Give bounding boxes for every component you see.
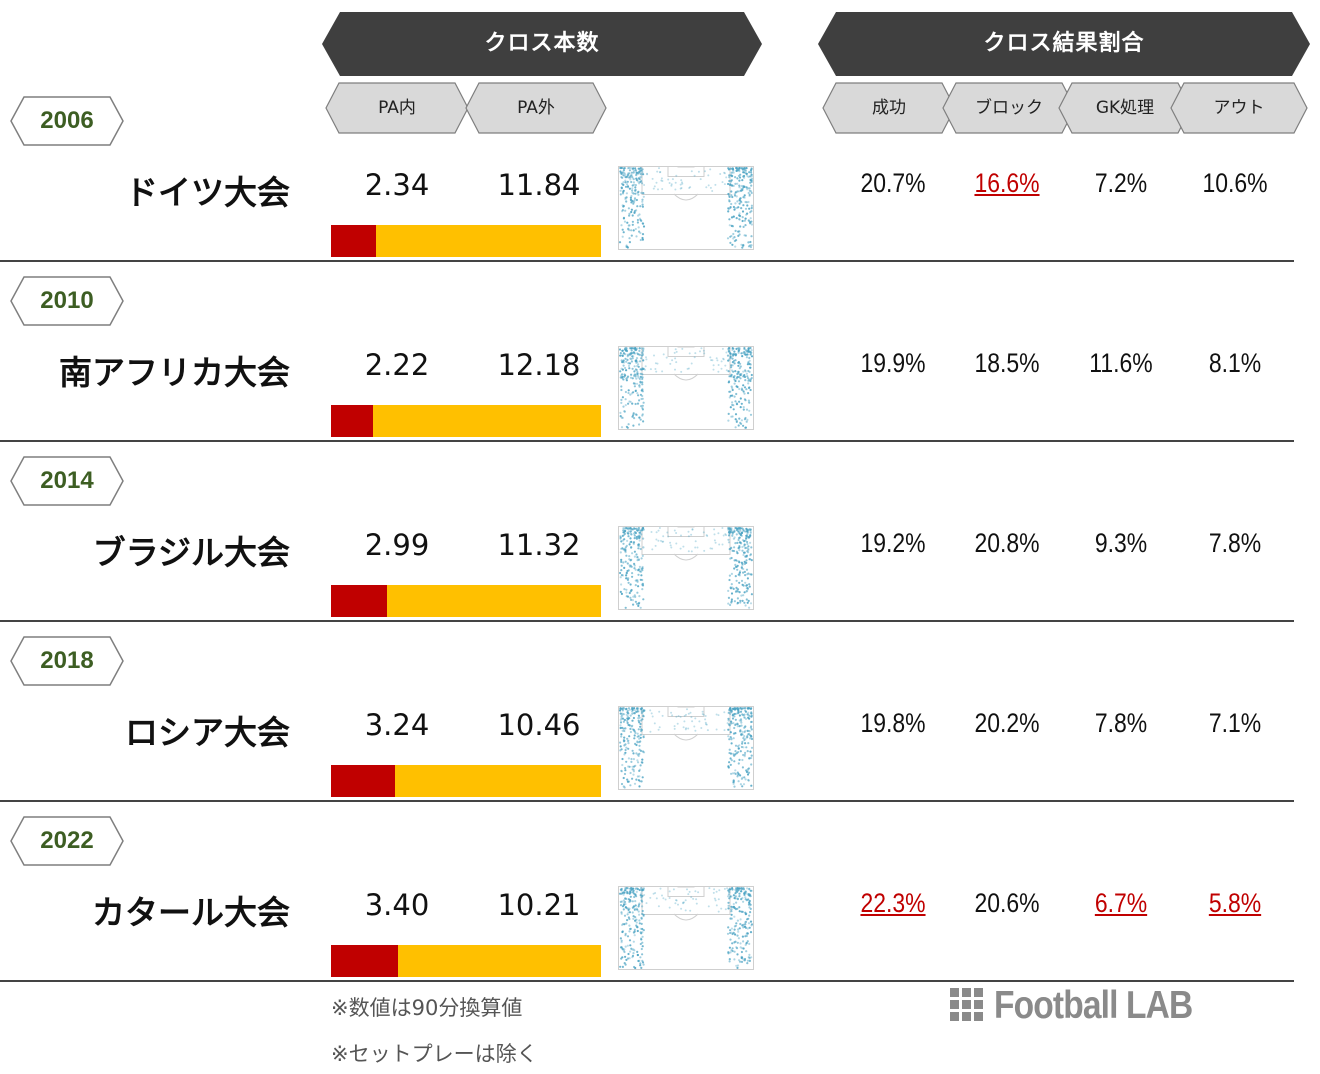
gk-percent: 9.3% — [1094, 528, 1148, 558]
gk-percent: 7.2% — [1094, 168, 1148, 198]
cross-origin-pitch — [618, 166, 754, 250]
tournament-name: カタール大会 — [92, 893, 290, 932]
note-90min: ※数値は90分換算値 — [331, 996, 523, 1020]
out-percent: 7.1% — [1208, 708, 1262, 738]
row-divider — [0, 980, 1294, 982]
cross-origin-pitch — [618, 346, 754, 430]
success-percent: 19.2% — [860, 528, 926, 558]
pa-out-value: 10.21 — [497, 888, 581, 922]
year-tag: 2018 — [10, 636, 124, 686]
pa-in-value: 2.34 — [364, 168, 430, 202]
pa-out-header: PA外 — [465, 82, 607, 134]
gk-percent: 6.7% — [1094, 888, 1148, 918]
out-header: アウト — [1170, 82, 1308, 134]
out-label: アウト — [1213, 98, 1265, 118]
block-percent: 20.8% — [974, 528, 1040, 558]
out-percent: 8.1% — [1208, 348, 1262, 378]
tournament-name: ロシア大会 — [125, 713, 290, 752]
success-percent: 22.3% — [860, 888, 926, 918]
note-setplay: ※セットプレーは除く — [331, 1042, 538, 1066]
block-percent: 18.5% — [974, 348, 1040, 378]
pa-out-bar — [331, 405, 601, 437]
tournament-name: 南アフリカ大会 — [59, 353, 290, 392]
pa-in-value: 2.99 — [364, 528, 430, 562]
cross-count-banner: クロス本数 — [322, 12, 762, 76]
success-percent: 19.9% — [860, 348, 926, 378]
block-header: ブロック — [942, 82, 1076, 134]
year-label: 2014 — [40, 467, 94, 494]
out-percent: 7.8% — [1208, 528, 1262, 558]
pa-in-bar — [331, 405, 373, 437]
cross-origin-pitch — [618, 706, 754, 790]
tournament-name: ブラジル大会 — [92, 533, 290, 572]
pa-in-value: 2.22 — [364, 348, 430, 382]
cross-origin-pitch — [618, 526, 754, 610]
cross-count-title: クロス本数 — [484, 31, 600, 56]
pa-in-bar — [331, 225, 376, 257]
pa-out-value: 10.46 — [497, 708, 581, 742]
year-tag: 2022 — [10, 816, 124, 866]
success-label: 成功 — [872, 98, 906, 118]
year-tag: 2006 — [10, 96, 124, 146]
success-percent: 19.8% — [860, 708, 926, 738]
pa-out-value: 12.18 — [497, 348, 581, 382]
gk-header: GK処理 — [1058, 82, 1192, 134]
success-percent: 20.7% — [860, 168, 926, 198]
tournament-name: ドイツ大会 — [125, 173, 290, 212]
pa-out-bar — [331, 225, 601, 257]
gk-percent: 7.8% — [1094, 708, 1148, 738]
block-percent: 20.2% — [974, 708, 1040, 738]
gk-percent: 11.6% — [1089, 348, 1153, 378]
pa-out-label: PA外 — [517, 98, 555, 118]
row-divider — [0, 440, 1294, 442]
pa-out-bar — [331, 765, 601, 797]
pa-out-bar — [331, 585, 601, 617]
year-tag: 2010 — [10, 276, 124, 326]
pa-in-bar — [331, 585, 387, 617]
gk-label: GK処理 — [1095, 98, 1155, 118]
year-label: 2022 — [40, 827, 94, 854]
pa-in-bar — [331, 765, 395, 797]
cross-result-title: クロス結果割合 — [983, 31, 1145, 56]
pa-out-bar — [331, 945, 601, 977]
success-header: 成功 — [822, 82, 956, 134]
year-tag: 2014 — [10, 456, 124, 506]
pa-out-value: 11.32 — [497, 528, 581, 562]
row-divider — [0, 260, 1294, 262]
pa-out-value: 11.84 — [497, 168, 581, 202]
logo-text: Football LAB — [994, 984, 1193, 1027]
block-percent: 16.6% — [974, 168, 1040, 198]
block-percent: 20.6% — [974, 888, 1040, 918]
row-divider — [0, 800, 1294, 802]
out-percent: 5.8% — [1208, 888, 1262, 918]
pa-in-bar — [331, 945, 398, 977]
pa-in-value: 3.24 — [364, 708, 430, 742]
row-divider — [0, 620, 1294, 622]
grid-icon — [950, 988, 983, 1021]
year-label: 2018 — [40, 647, 94, 674]
block-label: ブロック — [975, 98, 1043, 118]
cross-origin-pitch — [618, 886, 754, 970]
pa-in-label: PA内 — [378, 98, 416, 118]
pa-in-header: PA内 — [325, 82, 469, 134]
year-label: 2010 — [40, 287, 94, 314]
year-label: 2006 — [40, 107, 94, 134]
out-percent: 10.6% — [1202, 168, 1268, 198]
cross-result-banner: クロス結果割合 — [818, 12, 1310, 76]
pa-in-value: 3.40 — [364, 888, 430, 922]
